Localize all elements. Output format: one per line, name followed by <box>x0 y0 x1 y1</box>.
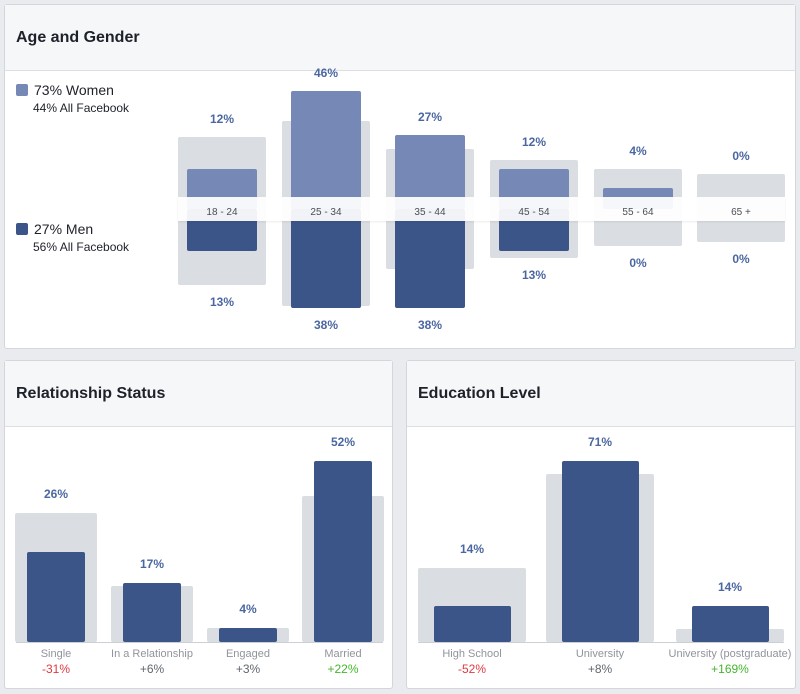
category-label: Married <box>324 648 362 660</box>
women-bar <box>395 134 465 209</box>
men-pct-label: 38% <box>417 318 443 333</box>
value-pct-label: 14% <box>717 580 743 595</box>
age-range-label: 18 - 24 <box>206 207 238 218</box>
baseline <box>16 642 383 643</box>
women-pct-label: 12% <box>521 135 547 150</box>
men-pct-label: 38% <box>313 318 339 333</box>
legend-women: 73% Women <box>16 82 114 98</box>
change-label: +22% <box>327 662 359 676</box>
men-swatch <box>16 223 28 235</box>
men-pct-label: 0% <box>629 256 647 271</box>
category-label: Single <box>40 648 72 660</box>
women-swatch <box>16 84 28 96</box>
category-label: University <box>575 648 625 660</box>
value-pct-label: 71% <box>587 434 613 449</box>
value-bar <box>314 461 372 642</box>
value-bar <box>27 551 85 642</box>
women-pct-label: 12% <box>209 112 235 127</box>
change-label: +3% <box>235 662 261 676</box>
value-pct-label: 17% <box>139 556 165 571</box>
change-label: -31% <box>41 662 70 676</box>
change-label: +6% <box>139 662 165 676</box>
panel-title: Education Level <box>407 361 795 427</box>
men-pct-label: 13% <box>209 295 235 310</box>
category-label: University (postgraduate) <box>668 648 792 660</box>
age-axis-band <box>178 197 785 221</box>
women-pct-label: 0% <box>732 149 750 163</box>
value-pct-label: 52% <box>330 435 356 450</box>
age-range-label: 45 - 54 <box>518 207 550 218</box>
age-range-label: 25 - 34 <box>310 207 342 218</box>
age-range-label: 35 - 44 <box>414 207 446 218</box>
value-bar <box>561 460 639 642</box>
value-pct-label: 4% <box>239 602 257 617</box>
men-pct-label: 13% <box>521 267 547 282</box>
value-bar <box>123 582 181 642</box>
change-label: -52% <box>457 662 486 676</box>
women-label: 73% Women <box>34 82 114 98</box>
baseline <box>418 642 784 643</box>
value-bar <box>433 606 511 642</box>
change-label: +169% <box>711 662 749 676</box>
men-bar <box>395 209 465 309</box>
category-label: Engaged <box>225 648 271 660</box>
category-label: High School <box>442 648 502 660</box>
women-bar <box>291 91 361 209</box>
age-range-label: 65 + <box>731 207 751 218</box>
women-pct-label: 27% <box>417 109 443 124</box>
value-pct-label: 14% <box>459 542 485 557</box>
men-all-facebook: 56% All Facebook <box>33 240 130 254</box>
legend-men: 27% Men <box>16 221 93 237</box>
value-bar <box>691 606 769 642</box>
women-all-facebook: 44% All Facebook <box>33 101 130 115</box>
men-label: 27% Men <box>34 221 94 237</box>
women-pct-label: 4% <box>629 144 647 159</box>
panel-title: Relationship Status <box>5 361 392 427</box>
men-bar <box>291 209 361 309</box>
category-label: In a Relationship <box>111 648 193 660</box>
men-pct-label: 0% <box>732 251 750 266</box>
change-label: +8% <box>587 662 613 676</box>
women-pct-label: 46% <box>313 66 339 81</box>
value-pct-label: 26% <box>43 487 69 502</box>
panel-title: Age and Gender <box>5 5 795 71</box>
age-range-label: 55 - 64 <box>622 207 654 218</box>
value-bar <box>219 628 277 642</box>
